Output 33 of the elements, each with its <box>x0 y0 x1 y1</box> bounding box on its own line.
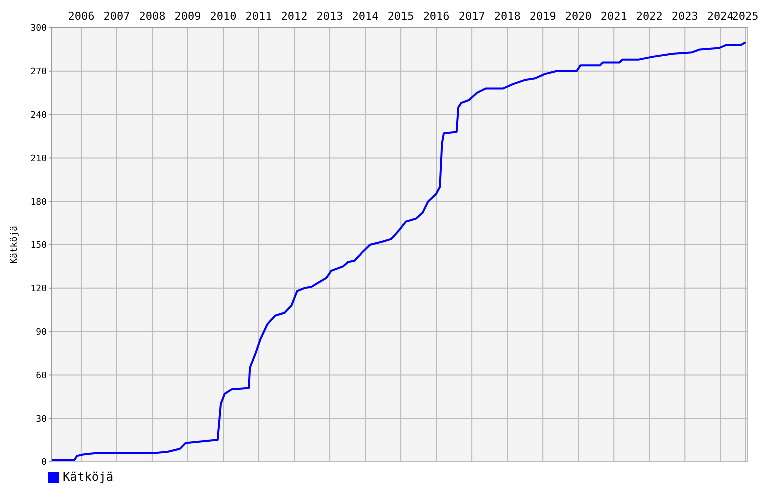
x-tick-label: 2011 <box>246 10 272 23</box>
y-tick-label: 270 <box>30 68 47 78</box>
y-axis-title: Kätköjä <box>10 226 20 264</box>
x-tick-label: 2014 <box>352 10 380 23</box>
x-tick-label: 2009 <box>174 10 202 23</box>
y-tick-label: 30 <box>36 414 47 425</box>
x-tick-label: 2006 <box>68 10 95 23</box>
x-tick-label: 2008 <box>139 10 166 23</box>
x-tick-label: 2019 <box>530 10 556 23</box>
x-tick-label: 2007 <box>104 10 130 23</box>
x-tick-label: 2018 <box>494 10 521 23</box>
x-tick-label: 2023 <box>672 10 698 23</box>
legend-label: Kätköjä <box>63 470 114 484</box>
x-tick-label: 2021 <box>600 10 628 23</box>
y-tick-label: 240 <box>30 110 47 121</box>
x-tick-label: 2020 <box>565 10 592 23</box>
y-tick-label: 180 <box>30 198 47 208</box>
y-tick-label: 60 <box>36 371 47 382</box>
x-tick-label: 2024 <box>707 10 734 23</box>
x-tick-label: 2013 <box>316 10 344 23</box>
y-tick-label: 210 <box>30 154 47 164</box>
y-tick-label: 300 <box>30 24 47 34</box>
x-tick-label: 2015 <box>388 10 414 23</box>
x-tick-label: 2012 <box>281 10 308 23</box>
x-tick-label: 2017 <box>458 10 486 23</box>
y-tick-label: 0 <box>42 458 47 468</box>
x-tick-label: 2010 <box>210 10 237 23</box>
x-tick-label: 2016 <box>423 10 450 23</box>
y-tick-label: 120 <box>30 284 47 295</box>
x-tick-label: 2025 <box>732 10 759 23</box>
x-tick-label: 2022 <box>636 10 663 23</box>
y-tick-label: 90 <box>36 328 47 338</box>
y-tick-label: 150 <box>30 241 47 252</box>
